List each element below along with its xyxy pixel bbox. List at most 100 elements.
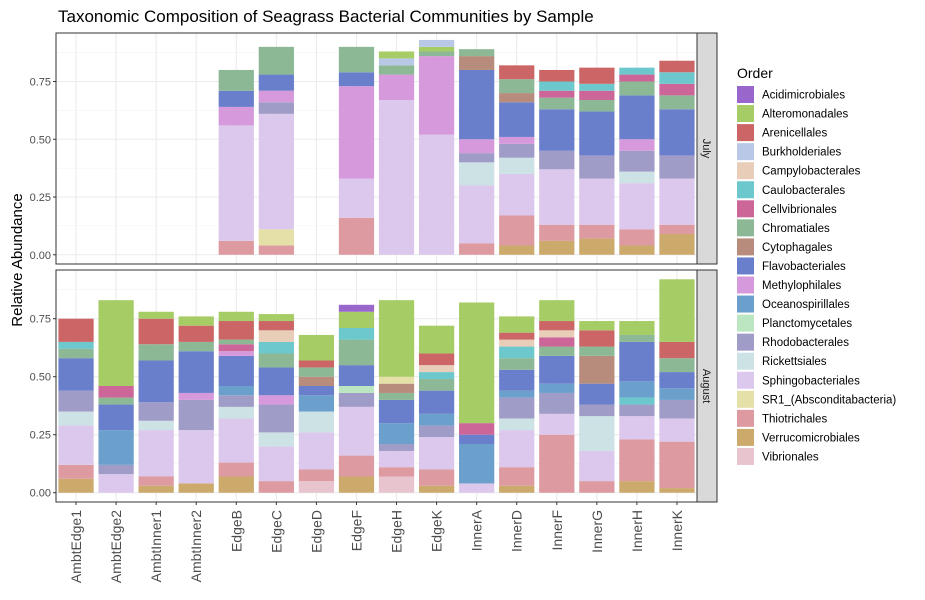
bar-segment-thiotrichales	[378, 467, 415, 477]
bar-segment-caulobacterales	[659, 72, 695, 84]
legend-item-thiotrichales: Thiotrichales	[737, 409, 827, 427]
x-tick-label: InnerK	[669, 509, 685, 551]
bar-segment-caulobacterales	[418, 372, 455, 380]
bar-edgec	[258, 314, 294, 493]
legend-swatch	[737, 162, 754, 180]
bar-segment-thiotrichales	[418, 469, 455, 486]
bar-segment-sphingobacteriales	[418, 134, 455, 255]
bar-innerh	[619, 321, 655, 493]
bar-segment-rhodobacterales	[579, 404, 615, 417]
bar-segment-chromatiales	[499, 358, 535, 370]
facet-strip-label: July	[700, 139, 712, 159]
bar-segment-chromatiales	[98, 397, 134, 405]
bar-segment-alteromonadales	[298, 334, 335, 361]
bar-segment-flavobacteriales	[258, 367, 294, 396]
bar-segment-rhodobacterales	[58, 390, 94, 412]
bar-segment-thiotrichales	[579, 481, 615, 493]
bar-innerk	[659, 279, 695, 493]
bar-segment-sphingobacteriales	[619, 183, 655, 230]
bar-segment-thiotrichales	[338, 217, 375, 255]
bar-segment-flavobacteriales	[619, 95, 655, 140]
x-tick-label: InnerA	[469, 509, 485, 551]
bar-segment-chromatiales	[459, 49, 495, 57]
bar-segment-sphingobacteriales	[58, 425, 94, 465]
bar-segment-chromatiales	[499, 79, 535, 94]
legend-swatch	[737, 352, 754, 370]
bar-segment-methylophilales	[178, 392, 214, 400]
bar-segment-methylophilales	[218, 106, 254, 126]
x-tick-label: InnerG	[589, 510, 605, 553]
bar-segment-methylophilales	[378, 74, 415, 100]
legend-label: Thiotrichales	[762, 413, 827, 425]
bar-segment-cytophagales	[459, 56, 495, 70]
bar-segment-sphingobacteriales	[459, 185, 495, 244]
bar-segment-rhodobacterales	[459, 153, 495, 163]
bar-segment-alteromonadales	[258, 314, 294, 322]
bar-segment-flavobacteriales	[459, 434, 495, 444]
bar-segment-rhodobacterales	[338, 392, 375, 407]
legend-label: Arenicellales	[762, 128, 827, 140]
y-axis: 0.00 0.25 0.50 0.75	[30, 314, 56, 500]
bar-segment-sphingobacteriales	[539, 169, 575, 225]
legend-swatch	[737, 314, 754, 332]
bar-segment-cytophagales	[499, 93, 535, 103]
bar-segment-verrucomicrobiales	[58, 478, 94, 493]
bar-segment-cellvibrionales	[218, 344, 254, 352]
bar-segment-methylophilales	[459, 139, 495, 154]
bar-segment-flavobacteriales	[619, 341, 655, 382]
bar-segment-rhodobacterales	[659, 399, 695, 419]
bar-segment-alteromonadales	[459, 302, 495, 424]
bar-segment-methylophilales	[418, 56, 455, 135]
bar-segment-thiotrichales	[579, 224, 615, 239]
bar-segment-arenicellales	[659, 341, 695, 359]
bar-segment-caulobacterales	[58, 341, 94, 349]
bar-segment-sphingobacteriales	[178, 430, 214, 484]
bar-segment-flavobacteriales	[178, 351, 214, 393]
bar-segment-vibrionales	[378, 476, 415, 493]
bar-segment-rickettsiales	[499, 157, 535, 174]
bar-ambtinner2	[178, 316, 214, 493]
bar-segment-chromatiales	[579, 99, 615, 112]
legend-item-sr1-absconditabacteria: SR1_(Absconditabacteria)	[737, 390, 896, 408]
bar-segment-rhodobacterales	[619, 404, 655, 417]
bar-segment-cellvibrionales	[98, 386, 134, 398]
bar-segment-cellvibrionales	[539, 337, 575, 347]
bar-segment-burkholderiales	[418, 39, 455, 47]
bar-segment-methylophilales	[619, 139, 655, 151]
bar-segment-rhodobacterales	[98, 464, 134, 475]
legend-item-acidimicrobiales: Acidimicrobiales	[737, 86, 845, 103]
bar-segment-verrucomicrobiales	[539, 240, 575, 255]
y-axis: 0.00 0.25 0.50 0.75	[30, 77, 56, 262]
y-tick-label: 0.25	[30, 430, 51, 442]
bar-segment-flavobacteriales	[579, 111, 615, 156]
bar-segment-cellvibrionales	[659, 83, 695, 96]
legend-label: Planctomycetales	[762, 318, 852, 330]
bar-segment-chromatiales	[338, 339, 375, 366]
bar-segment-rickettsiales	[58, 411, 94, 426]
bar-segment-thiotrichales	[539, 224, 575, 241]
bar-segment-cytophagales	[579, 355, 615, 384]
bar-segment-thiotrichales	[459, 243, 495, 255]
bar-segment-arenicellales	[499, 332, 535, 340]
bar-segment-cellvibrionales	[619, 74, 655, 82]
bar-edgef	[338, 46, 375, 255]
bar-segment-chromatiales	[378, 65, 415, 75]
bar-segment-arenicellales	[659, 60, 695, 73]
facet-strip	[696, 269, 718, 503]
bar-segment-sphingobacteriales	[619, 416, 655, 440]
bar-segment-arenicellales	[258, 321, 294, 331]
bar-segment-chromatiales	[298, 367, 335, 377]
legend-swatch	[737, 257, 754, 275]
bar-segment-chromatiales	[138, 344, 174, 361]
bar-segment-flavobacteriales	[58, 358, 94, 391]
bar-segment-sphingobacteriales	[258, 446, 294, 482]
bar-segment-caulobacterales	[579, 83, 615, 91]
bar-segment-arenicellales	[418, 353, 455, 366]
bar-segment-alteromonadales	[659, 279, 695, 342]
bar-segment-caulobacterales	[539, 81, 575, 91]
x-tick-label: AmbtEdge2	[108, 510, 124, 583]
legend-label: Sphingobacteriales	[762, 375, 860, 387]
y-tick-label: 0.50	[30, 372, 51, 384]
x-tick-label: EdgeH	[389, 510, 405, 553]
bar-segment-arenicellales	[298, 360, 335, 368]
